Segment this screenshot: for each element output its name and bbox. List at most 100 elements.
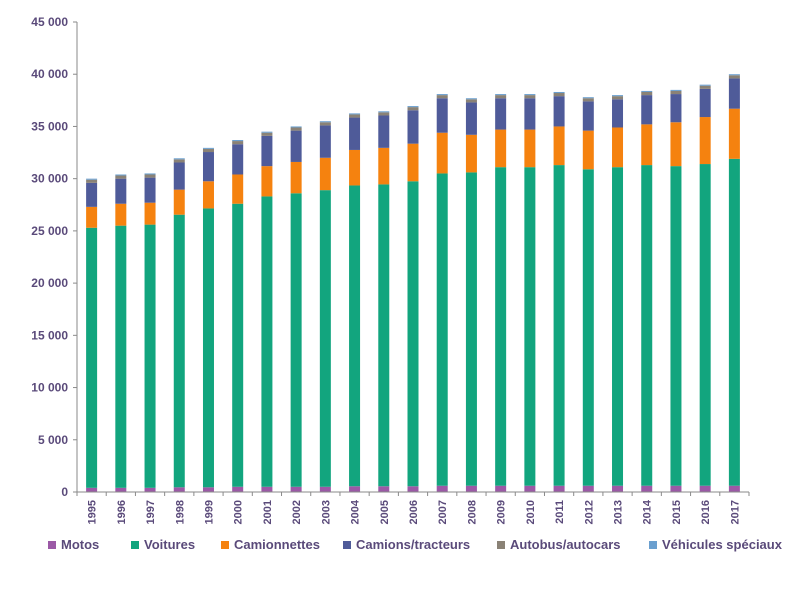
bar-segment-autobus-autocars-2007 [436, 95, 448, 99]
bar-segment-camionnettes-2017 [728, 108, 740, 159]
bar-segment-motos-2002 [290, 486, 302, 492]
x-tick-label: 2003 [320, 500, 332, 524]
bar-segment-camions-tracteurs-2007 [436, 98, 448, 133]
bar-segment-motos-2013 [612, 485, 624, 492]
legend-item-camionnettes: Camionnettes [221, 537, 320, 552]
bar-stack-1999 [202, 147, 214, 492]
bar-segment-v-hicules-sp-ciaux-2017 [728, 74, 740, 76]
legend-label: Motos [61, 537, 100, 552]
x-tick-label: 2017 [729, 500, 741, 524]
bar-segment-voitures-2014 [641, 165, 653, 486]
bar-stack-2000 [232, 140, 244, 492]
legend-label: Camions/tracteurs [356, 537, 471, 552]
legend-swatch [131, 540, 139, 549]
bar-segment-voitures-1995 [86, 227, 98, 488]
bar-segment-voitures-2017 [728, 158, 740, 486]
bar-segment-camions-tracteurs-2004 [349, 117, 361, 150]
legend-label: Autobus/autocars [510, 537, 621, 552]
bar-segment-autobus-autocars-1996 [115, 175, 127, 179]
bar-segment-voitures-1997 [144, 224, 156, 488]
bar-segment-autobus-autocars-2013 [612, 96, 624, 100]
legend-item-v-hicules-sp-ciaux: Véhicules spéciaux [649, 537, 782, 552]
bar-segment-voitures-2013 [612, 167, 624, 486]
y-tick-label: 40 000 [31, 67, 68, 81]
bar-segment-v-hicules-sp-ciaux-2010 [524, 94, 536, 96]
y-tick-label: 5 000 [38, 433, 68, 447]
bar-segment-voitures-2016 [699, 164, 711, 486]
legend-swatch [343, 540, 351, 549]
y-tick-label: 45 000 [31, 15, 68, 29]
bar-segment-autobus-autocars-1997 [144, 174, 156, 178]
bar-segment-camionnettes-2001 [261, 166, 273, 197]
bar-stack-2013 [612, 95, 624, 492]
bar-segment-motos-2009 [495, 485, 507, 492]
bar-segment-voitures-2005 [378, 184, 390, 487]
bar-stack-2008 [465, 98, 477, 492]
x-tick-label: 2005 [379, 500, 391, 524]
x-tick-label: 2010 [525, 500, 537, 524]
bar-segment-v-hicules-sp-ciaux-2012 [582, 97, 594, 99]
legend-item-voitures: Voitures [131, 537, 195, 552]
bar-segment-autobus-autocars-2008 [465, 99, 477, 103]
y-tick-label: 25 000 [31, 224, 68, 238]
bar-segment-camionnettes-2013 [612, 127, 624, 168]
bar-segment-camions-tracteurs-2010 [524, 98, 536, 130]
bar-segment-camionnettes-1995 [86, 206, 98, 228]
bar-stack-2003 [319, 121, 331, 492]
bar-segment-autobus-autocars-2011 [553, 93, 565, 97]
bar-segment-camions-tracteurs-1995 [86, 182, 98, 207]
x-tick-label: 2001 [262, 500, 274, 524]
x-tick-label: 2002 [291, 500, 303, 524]
bars [86, 74, 740, 492]
bar-segment-camions-tracteurs-2006 [407, 110, 419, 144]
bar-segment-camionnettes-2000 [232, 174, 244, 204]
bar-segment-v-hicules-sp-ciaux-2014 [641, 90, 653, 92]
bar-segment-autobus-autocars-1998 [173, 159, 185, 163]
bar-segment-camions-tracteurs-2015 [670, 94, 682, 123]
bar-segment-motos-2003 [319, 486, 331, 492]
x-tick-label: 1996 [116, 500, 128, 524]
x-tick-label: 2011 [554, 500, 566, 524]
bar-segment-voitures-2012 [582, 169, 594, 486]
bar-segment-voitures-2010 [524, 167, 536, 486]
bar-segment-camionnettes-1996 [115, 203, 127, 226]
legend-label: Camionnettes [234, 537, 320, 552]
x-tick-label: 2000 [233, 500, 245, 524]
bar-segment-v-hicules-sp-ciaux-1995 [86, 178, 98, 180]
bar-segment-voitures-2009 [495, 167, 507, 486]
x-tick-label: 2012 [583, 500, 595, 524]
bar-segment-v-hicules-sp-ciaux-2015 [670, 89, 682, 91]
bar-segment-voitures-2015 [670, 166, 682, 486]
bar-stack-1998 [173, 158, 185, 492]
bar-segment-autobus-autocars-2014 [641, 91, 653, 96]
bar-segment-camions-tracteurs-2013 [612, 99, 624, 128]
bar-segment-camionnettes-2006 [407, 143, 419, 182]
bar-segment-motos-1999 [202, 487, 214, 492]
bar-segment-motos-1996 [115, 487, 127, 492]
bar-segment-v-hicules-sp-ciaux-2008 [465, 98, 477, 100]
bar-segment-voitures-2002 [290, 193, 302, 487]
bar-segment-voitures-2011 [553, 165, 565, 486]
x-tick-label: 2015 [671, 500, 683, 524]
bar-segment-motos-2011 [553, 485, 565, 492]
bar-segment-camionnettes-1999 [202, 181, 214, 209]
bar-segment-camionnettes-2009 [495, 129, 507, 168]
bar-stack-2009 [495, 94, 507, 492]
bar-segment-camions-tracteurs-2012 [582, 101, 594, 131]
bar-segment-autobus-autocars-2010 [524, 95, 536, 99]
bar-segment-autobus-autocars-2004 [349, 114, 361, 118]
bar-segment-v-hicules-sp-ciaux-2001 [261, 131, 273, 133]
bar-segment-motos-2017 [728, 485, 740, 492]
x-tick-label: 2009 [496, 500, 508, 524]
bar-stack-2010 [524, 94, 536, 492]
bar-segment-autobus-autocars-2009 [495, 95, 507, 99]
bar-segment-autobus-autocars-2002 [290, 127, 302, 131]
x-tick-label: 1997 [145, 500, 157, 524]
bar-segment-v-hicules-sp-ciaux-2011 [553, 91, 565, 94]
bar-segment-camions-tracteurs-2002 [290, 130, 302, 162]
bar-segment-voitures-1996 [115, 225, 127, 488]
bar-segment-camionnettes-2012 [582, 130, 594, 170]
bar-segment-camions-tracteurs-2001 [261, 135, 273, 167]
bar-stack-2002 [290, 126, 302, 492]
